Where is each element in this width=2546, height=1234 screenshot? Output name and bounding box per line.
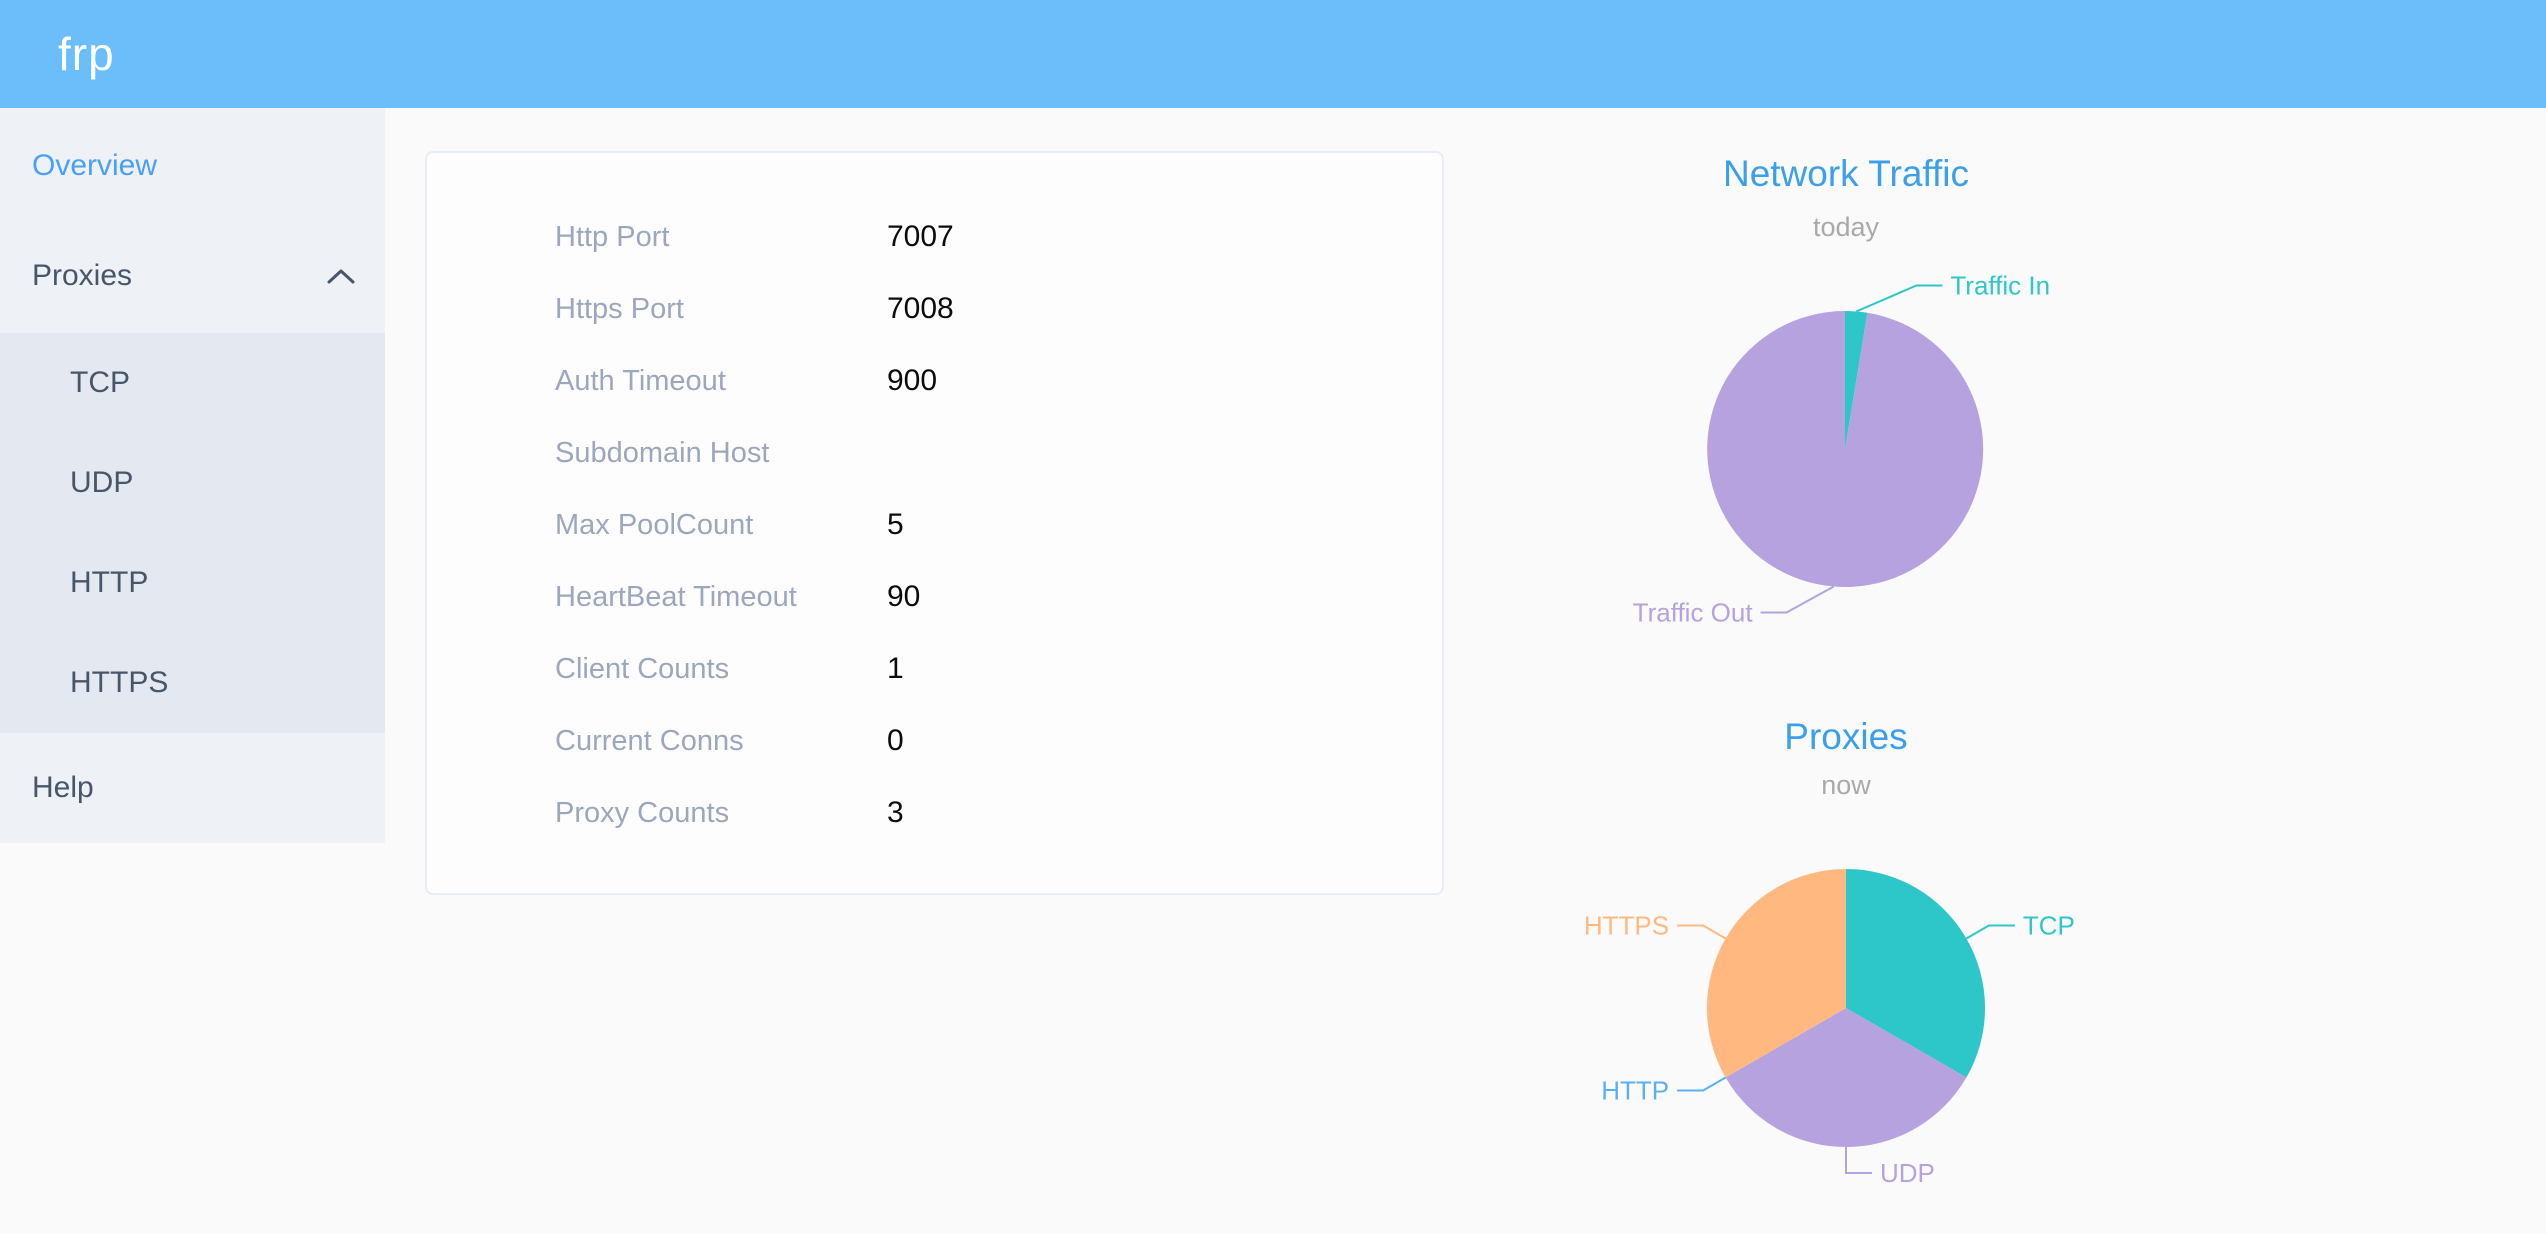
- info-value: 7008: [887, 292, 954, 325]
- info-row-http-port: Http Port 7007: [427, 201, 1442, 273]
- info-row-max-poolcount: Max PoolCount 5: [427, 489, 1442, 561]
- info-row-heartbeat-timeout: HeartBeat Timeout 90: [427, 561, 1442, 633]
- sidebar-item-https[interactable]: HTTPS: [0, 633, 385, 733]
- app-header: frp: [0, 0, 2546, 108]
- info-value: 900: [887, 364, 938, 397]
- https-label: HTTPS: [1584, 911, 1669, 941]
- network-traffic-chart-title: Network Traffic: [1722, 153, 1970, 194]
- https-slice: [1706, 869, 1846, 1078]
- info-row-client-counts: Client Counts 1: [427, 633, 1442, 705]
- proxies-chart-subtitle: now: [1821, 770, 1871, 800]
- traffic-in-label-line: [1855, 284, 1943, 313]
- http-label: HTTP: [1601, 1076, 1669, 1106]
- sidebar-item-https-label: HTTPS: [70, 666, 169, 699]
- info-value: 3: [887, 796, 904, 829]
- info-label: HeartBeat Timeout: [555, 580, 797, 613]
- udp-slice: [1725, 1008, 1967, 1148]
- info-label: Https Port: [555, 292, 684, 325]
- info-label: Auth Timeout: [555, 364, 726, 397]
- sidebar-item-tcp-label: TCP: [70, 366, 130, 399]
- info-value: 5: [887, 508, 904, 541]
- info-label: Current Conns: [555, 724, 744, 757]
- info-label: Subdomain Host: [555, 436, 770, 469]
- info-row-current-conns: Current Conns 0: [427, 705, 1442, 777]
- tcp-slice: [1846, 869, 1986, 1078]
- sidebar-menu: Overview Proxies TCP UDP HTTP HTTPS Help: [0, 108, 385, 843]
- traffic-in-slice: [1845, 310, 1868, 449]
- app-logo: frp: [58, 28, 115, 80]
- sidebar-item-udp[interactable]: UDP: [0, 433, 385, 533]
- info-label: Http Port: [555, 220, 670, 253]
- info-row-auth-timeout: Auth Timeout 900: [427, 345, 1442, 417]
- sidebar-item-proxies-label: Proxies: [32, 259, 133, 292]
- traffic-out-label: Traffic Out: [1633, 598, 1754, 628]
- info-label: Proxy Counts: [555, 796, 730, 829]
- network-traffic-pie-chart: Traffic In Traffic Out: [1633, 271, 2050, 628]
- sidebar-item-udp-label: UDP: [70, 466, 134, 499]
- info-row-proxy-counts: Proxy Counts 3: [427, 777, 1442, 849]
- chevron-up-icon: [327, 269, 355, 283]
- network-traffic-chart-subtitle: today: [1812, 212, 1880, 242]
- info-value: 7007: [887, 220, 954, 253]
- tcp-label: TCP: [2023, 911, 2075, 941]
- sidebar-item-tcp[interactable]: TCP: [0, 333, 385, 433]
- info-label: Max PoolCount: [555, 508, 754, 541]
- udp-label: UDP: [1880, 1158, 1935, 1188]
- info-value: 90: [887, 580, 921, 613]
- info-row-subdomain-host: Subdomain Host: [427, 417, 1442, 489]
- traffic-out-label-line: [1760, 585, 1835, 614]
- http-label-line: [1677, 1076, 1727, 1092]
- charts-panel: Network Traffic today Traffic In Traffic …: [1536, 130, 2156, 1234]
- server-info-card: Http Port 7007 Https Port 7008 Auth Time…: [425, 151, 1444, 895]
- sidebar-item-proxies[interactable]: Proxies: [0, 226, 385, 326]
- traffic-out-slice: [1707, 311, 1984, 587]
- menu-divider: [0, 326, 385, 333]
- sidebar-item-http[interactable]: HTTP: [0, 533, 385, 633]
- sidebar-item-help-label: Help: [32, 771, 94, 804]
- https-label-line: [1677, 924, 1727, 940]
- info-value: 1: [887, 652, 904, 685]
- server-info-table: Http Port 7007 Https Port 7008 Auth Time…: [427, 201, 1442, 849]
- sidebar-item-http-label: HTTP: [70, 566, 149, 599]
- info-row-https-port: Https Port 7008: [427, 273, 1442, 345]
- info-label: Client Counts: [555, 652, 730, 685]
- sidebar-item-overview-label: Overview: [32, 149, 158, 182]
- proxies-pie-chart: TCP UDP HTTP HTTPS: [1584, 869, 2075, 1188]
- info-value: 0: [887, 724, 904, 757]
- proxies-submenu: TCP UDP HTTP HTTPS: [0, 333, 385, 733]
- sidebar-item-help[interactable]: Help: [0, 733, 385, 843]
- udp-label-line: [1845, 1147, 1872, 1174]
- tcp-label-line: [1965, 924, 2015, 940]
- menu-divider: [0, 216, 385, 226]
- proxies-chart-title: Proxies: [1784, 716, 1908, 757]
- sidebar-item-overview[interactable]: Overview: [0, 116, 385, 216]
- traffic-in-label: Traffic In: [1950, 271, 2050, 301]
